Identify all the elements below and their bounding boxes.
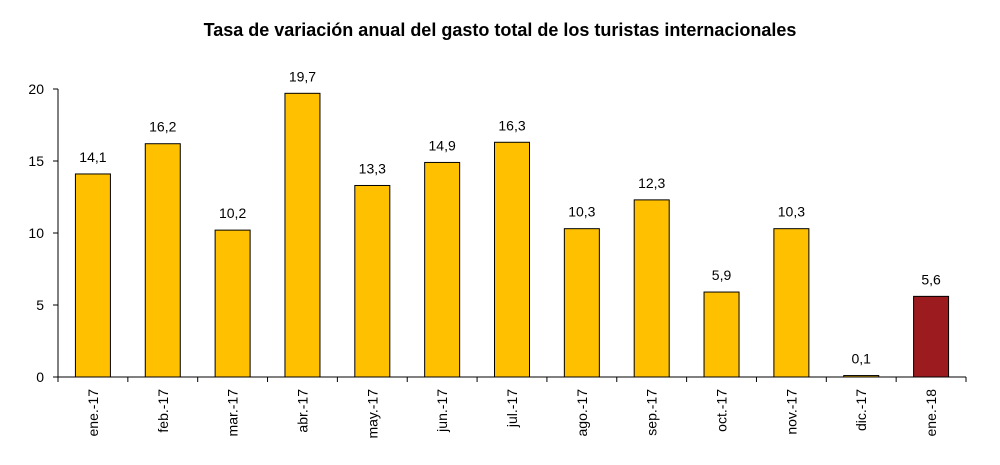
bar-feb-17 [144,143,181,378]
value-label: 14,9 [429,137,456,153]
category-label: ago.-17 [574,389,590,437]
y-tick-label: 20 [28,81,44,97]
category-label: ene.-17 [85,389,101,437]
category-label: abr.-17 [294,389,310,433]
category-label: nov.-17 [783,389,799,435]
bar-abr-17 [284,92,321,378]
y-tick-label: 5 [36,297,44,313]
bar-ago-17 [563,228,600,378]
value-label: 16,2 [149,119,176,135]
bar-sep-17 [633,199,670,378]
category-label: sep.-17 [644,389,660,436]
category-label: jul.-17 [504,389,520,428]
bar-ene-18 [913,295,950,378]
value-label: 5,9 [712,267,732,283]
value-label: 10,3 [568,204,595,220]
category-label: feb.-17 [155,389,171,433]
bar-mar-17 [214,229,251,378]
bar-jun-17 [424,161,461,378]
value-label: 10,2 [219,205,246,221]
value-label: 10,3 [778,204,805,220]
bar-ene-17 [74,173,111,378]
value-label: 19,7 [289,68,316,84]
value-labels: 14,1 16,2 10,2 19,7 13,3 14,9 16,3 10,3 12,3 5,9 1… [79,68,941,366]
category-label: jun.-17 [434,389,450,433]
category-label: dic.-17 [853,389,869,431]
y-tick-label: 0 [36,369,44,385]
chart-title: Tasa de variación anual del gasto total … [203,20,797,40]
category-labels: ene.-17 feb.-17 mar.-17 abr.-17 may.-17 jun.-… [85,389,939,439]
y-tick-label: 15 [28,153,44,169]
value-label: 14,1 [79,149,106,165]
category-label: may.-17 [364,389,380,439]
category-label: mar.-17 [225,389,241,437]
value-label: 16,3 [498,117,525,133]
bar-dic-17 [843,375,880,378]
bar-nov-17 [773,228,810,378]
bars [74,92,950,378]
value-label: 13,3 [359,160,386,176]
y-tick-label: 10 [28,225,44,241]
category-label: oct.-17 [714,389,730,432]
value-label: 5,6 [921,271,941,287]
bar-oct-17 [703,291,740,378]
bar-may-17 [354,184,391,378]
bar-jul-17 [494,141,530,378]
value-label: 12,3 [638,175,665,191]
value-label: 0,1 [851,351,871,367]
category-label: ene.-18 [923,389,939,437]
